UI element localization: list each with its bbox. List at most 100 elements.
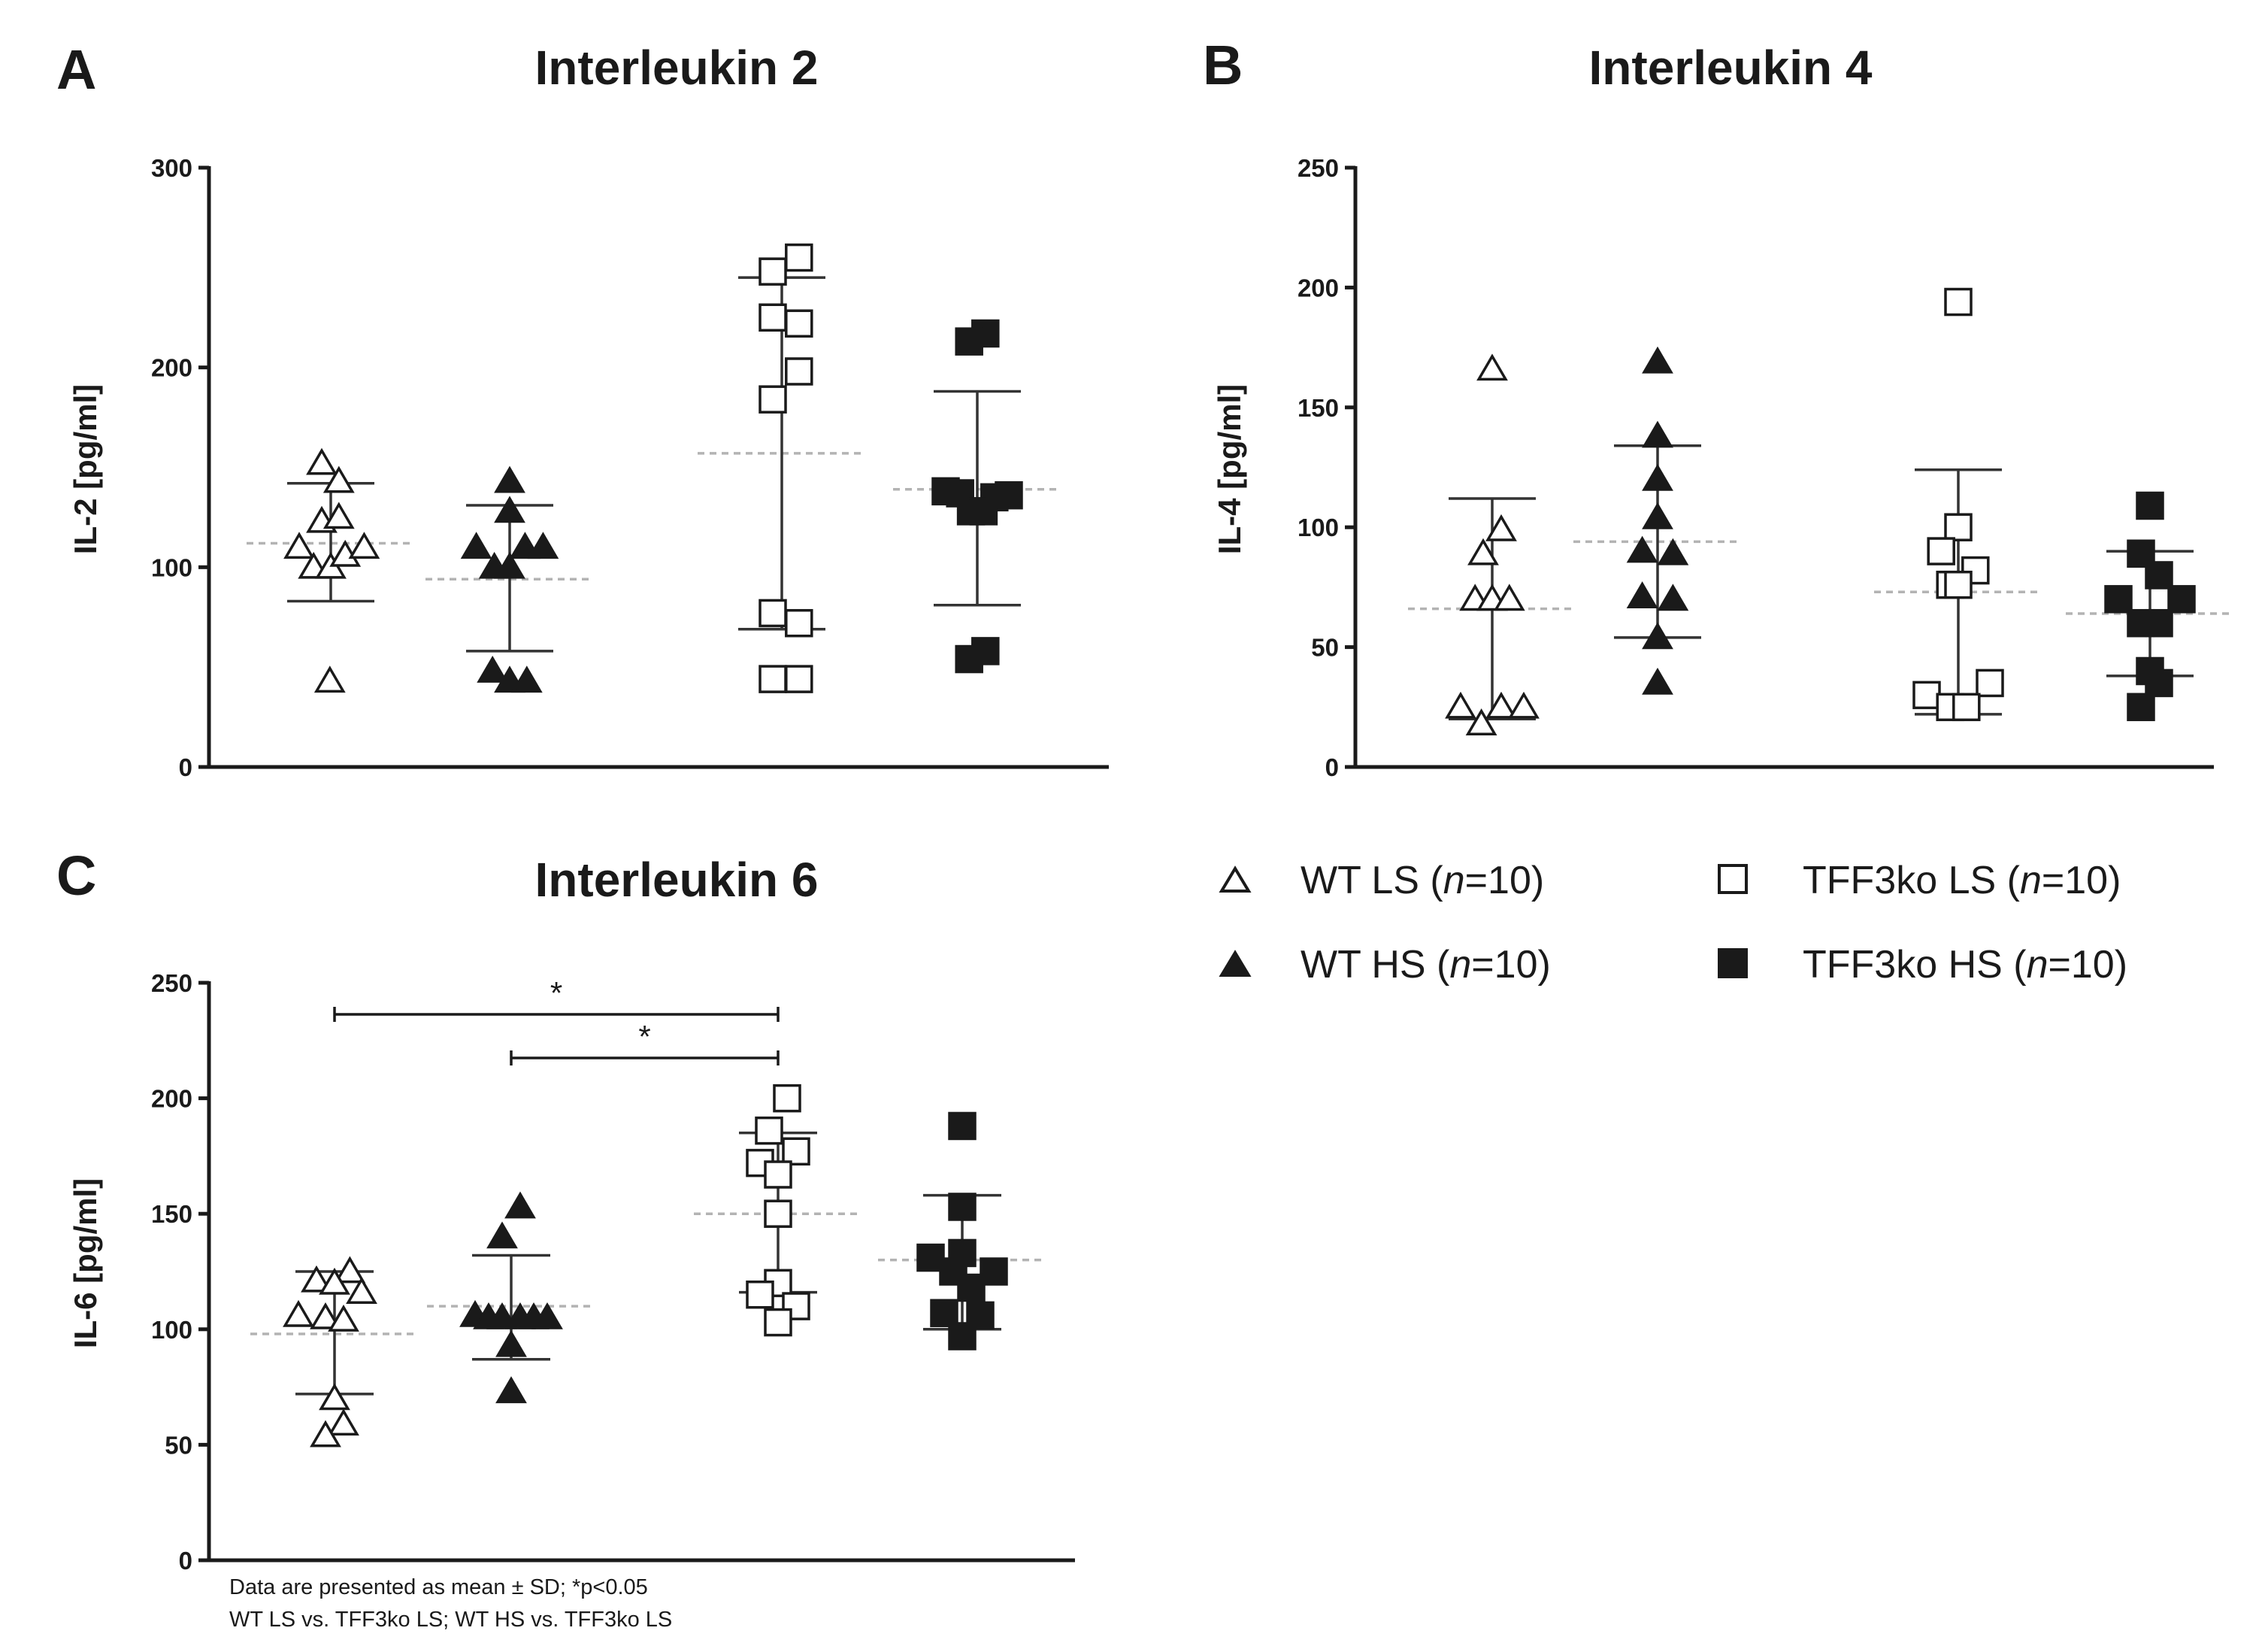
data-point (1476, 353, 1508, 381)
data-point (1944, 570, 1973, 599)
data-point (1642, 502, 1673, 529)
data-point (1508, 691, 1540, 719)
panel-a: A Interleukin 2 IL-2 [pg/ml] 0 100 200 300 (56, 38, 1109, 781)
panel-b-y-axis-label: IL-4 [pg/ml] (1212, 384, 1247, 554)
y-tick-label: 200 (151, 354, 192, 382)
data-point (1626, 535, 1658, 563)
data-point (966, 1301, 995, 1330)
data-point (1485, 514, 1517, 541)
data-point (785, 309, 813, 338)
y-tick-label: 150 (1298, 394, 1339, 422)
data-point (1952, 693, 1981, 722)
data-point (1465, 708, 1497, 735)
data-point (310, 1302, 341, 1329)
data-point (1493, 584, 1525, 611)
data-point (328, 1305, 359, 1332)
data-point (785, 243, 813, 272)
significance-star: * (550, 975, 562, 1011)
data-point (759, 303, 787, 332)
data-point (510, 665, 543, 693)
data-point (785, 665, 813, 693)
y-tick-label: 50 (1311, 634, 1339, 662)
data-point (1944, 513, 1973, 541)
data-point (348, 532, 380, 559)
data-point (759, 257, 787, 286)
data-point (306, 447, 338, 475)
y-tick-label: 100 (151, 553, 192, 581)
data-point (334, 1256, 366, 1284)
footnote-line-1: Data are presented as mean ± SD; *p<0.05 (229, 1575, 648, 1599)
data-point (755, 1116, 783, 1145)
data-point (1912, 681, 1941, 710)
data-point (1445, 691, 1476, 719)
data-point (1642, 346, 1673, 374)
series-group (2066, 491, 2234, 722)
y-tick-label: 200 (1298, 274, 1339, 302)
series-group (878, 1111, 1046, 1350)
data-point (785, 357, 813, 386)
series-group (694, 1084, 862, 1337)
panel-a-y-axis-label: IL-2 [pg/ml] (68, 384, 103, 554)
panel-letter-c: C (56, 844, 96, 907)
data-point (1976, 668, 2004, 698)
data-point (2127, 693, 2155, 722)
data-point (759, 665, 787, 693)
data-point (477, 656, 509, 683)
data-point (773, 1084, 801, 1113)
y-tick-label: 250 (1298, 154, 1339, 182)
panel-c-title: Interleukin 6 (535, 853, 819, 907)
data-point (955, 327, 983, 356)
series-group (1408, 353, 1576, 735)
data-point (746, 1280, 774, 1309)
panel-letter-b: B (1203, 34, 1243, 96)
data-point (328, 1408, 359, 1436)
data-point (948, 1322, 977, 1350)
data-point (494, 465, 525, 493)
data-point (948, 1111, 977, 1141)
data-point (1642, 420, 1673, 448)
data-point (1927, 537, 1955, 565)
legend-marker-square-open (1718, 864, 1748, 894)
data-point (764, 1160, 792, 1189)
legend-label-wt-ls: WT LS (n=10) (1301, 859, 1544, 902)
series-group (893, 319, 1061, 674)
legend-item-tff3ko-ls: TFF3ko LS (n=10) (1718, 859, 2121, 902)
data-point (322, 465, 355, 493)
data-point (764, 1199, 792, 1228)
panel-letter-a: A (56, 38, 96, 101)
data-point (346, 1277, 377, 1304)
y-tick-label: 0 (1325, 753, 1339, 781)
data-point (301, 1265, 332, 1293)
data-point (460, 532, 492, 559)
panel-c: C Interleukin 6 IL-6 [pg/ml] 0 50 100 150 20… (56, 844, 1075, 1575)
legend-item-wt-ls: WT LS (n=10) (1219, 859, 1544, 902)
legend-marker-triangle-filled (1219, 950, 1252, 977)
data-point (2167, 585, 2196, 614)
data-point (527, 532, 559, 559)
legend-marker-square-filled (1718, 948, 1748, 978)
data-point (313, 665, 346, 693)
data-point (785, 608, 813, 638)
series-group (1573, 346, 1742, 695)
data-point (1485, 691, 1517, 719)
data-point (957, 1273, 986, 1302)
data-point (494, 496, 525, 523)
series-group (247, 447, 415, 693)
y-tick-label: 100 (1298, 514, 1339, 541)
legend-label-tff3ko-ls: TFF3ko LS (n=10) (1803, 859, 2121, 902)
series-group (1874, 287, 2042, 722)
series-group (427, 1191, 595, 1404)
legend-label-wt-hs: WT HS (n=10) (1301, 943, 1551, 987)
footnote-line-2: WT LS vs. TFF3ko LS; WT HS vs. TFF3ko LS (229, 1608, 672, 1632)
legend-item-tff3ko-hs: TFF3ko HS (n=10) (1718, 943, 2127, 987)
series-group (698, 243, 866, 693)
significance-star: * (638, 1019, 650, 1054)
y-tick-label: 150 (151, 1200, 192, 1228)
data-point (319, 1267, 350, 1295)
data-point (955, 644, 983, 674)
data-point (759, 385, 787, 414)
data-point (495, 1376, 527, 1404)
data-point (1626, 581, 1658, 609)
data-point (1467, 538, 1499, 565)
